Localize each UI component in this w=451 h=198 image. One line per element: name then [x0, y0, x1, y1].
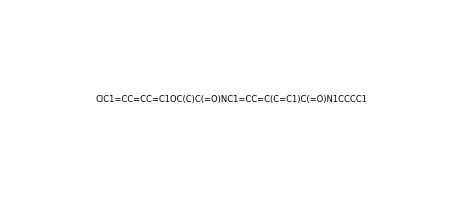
Text: ClC1=CC=CC=C1OC(C)C(=O)NC1=CC=C(C=C1)C(=O)N1CCCC1: ClC1=CC=CC=C1OC(C)C(=O)NC1=CC=C(C=C1)C(=…: [96, 95, 367, 105]
